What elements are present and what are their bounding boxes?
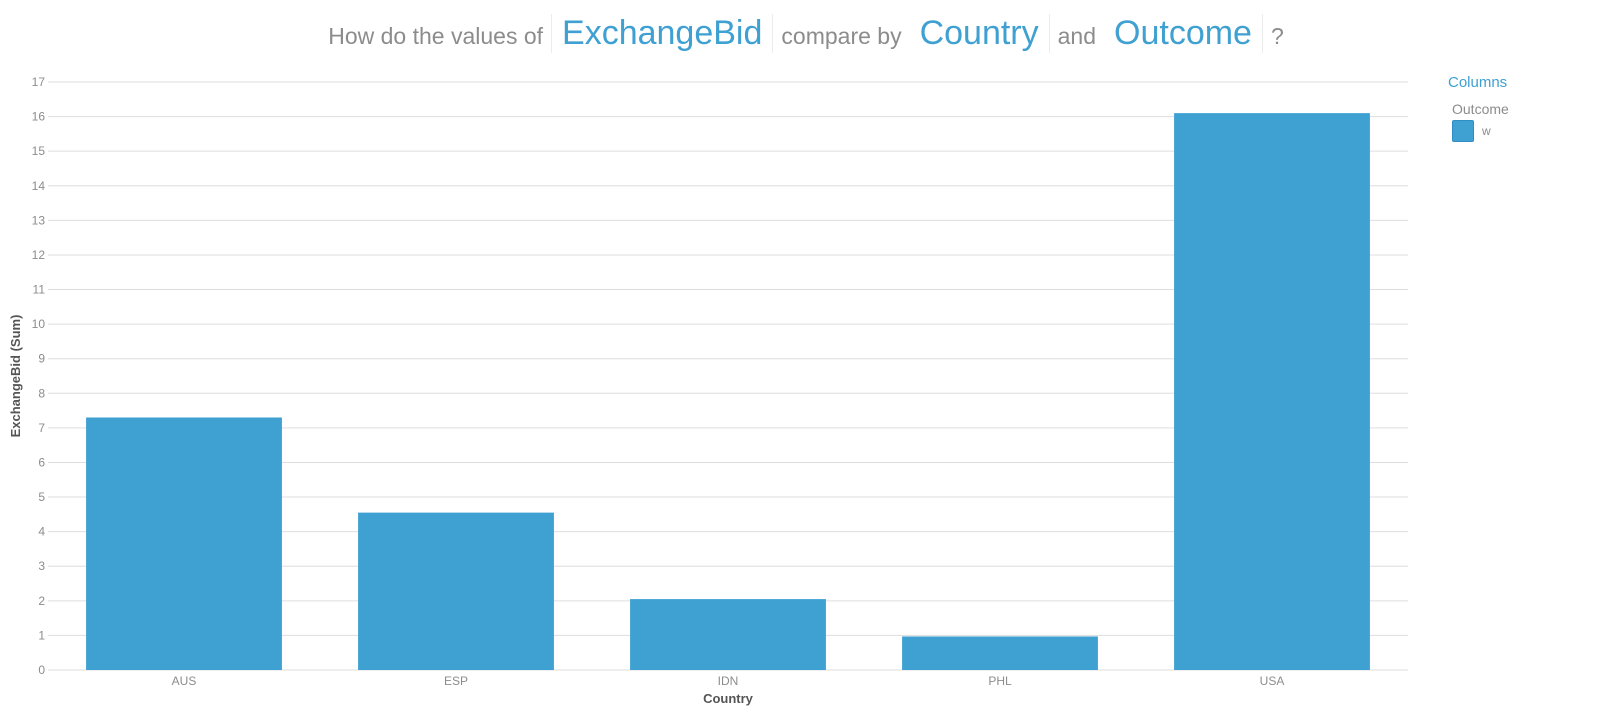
y-tick-label: 3	[38, 559, 45, 573]
y-tick-label: 12	[32, 248, 46, 262]
bar-esp[interactable]	[358, 513, 554, 670]
legend: Columns Outcome w	[1448, 74, 1598, 142]
legend-title: Columns	[1448, 74, 1598, 91]
x-axis-title: Country	[703, 691, 754, 706]
y-tick-label: 14	[32, 179, 46, 193]
x-tick-label: PHL	[988, 674, 1012, 688]
y-tick-label: 2	[38, 594, 45, 608]
legend-item-label: w	[1482, 124, 1491, 138]
y-tick-label: 5	[38, 490, 45, 504]
y-tick-label: 11	[33, 283, 46, 297]
y-tick-label: 13	[32, 213, 46, 227]
y-axis-title: ExchangeBid (Sum)	[8, 315, 23, 438]
y-tick-label: 15	[32, 144, 46, 158]
bar-phl[interactable]	[902, 636, 1098, 670]
y-tick-label: 7	[38, 421, 45, 435]
bar-idn[interactable]	[630, 599, 826, 670]
bar-usa[interactable]	[1174, 113, 1370, 670]
y-tick-label: 0	[38, 663, 45, 677]
legend-item-w[interactable]: w	[1452, 120, 1598, 142]
legend-subtitle: Outcome	[1452, 101, 1598, 117]
y-tick-label: 1	[38, 628, 45, 642]
y-tick-label: 8	[38, 386, 45, 400]
bar-aus[interactable]	[86, 418, 282, 670]
y-tick-label: 6	[38, 455, 45, 469]
y-tick-label: 10	[32, 317, 46, 331]
y-tick-label: 17	[32, 75, 46, 89]
legend-swatch	[1452, 120, 1474, 142]
y-tick-label: 16	[32, 110, 46, 124]
x-axis: AUS ESP IDN PHL USA	[172, 674, 1285, 688]
y-tick-label: 4	[38, 525, 45, 539]
bars	[86, 113, 1370, 670]
x-tick-label: IDN	[718, 674, 739, 688]
y-tick-label: 9	[38, 352, 45, 366]
x-tick-label: ESP	[444, 674, 468, 688]
x-tick-label: AUS	[172, 674, 197, 688]
x-tick-label: USA	[1260, 674, 1285, 688]
